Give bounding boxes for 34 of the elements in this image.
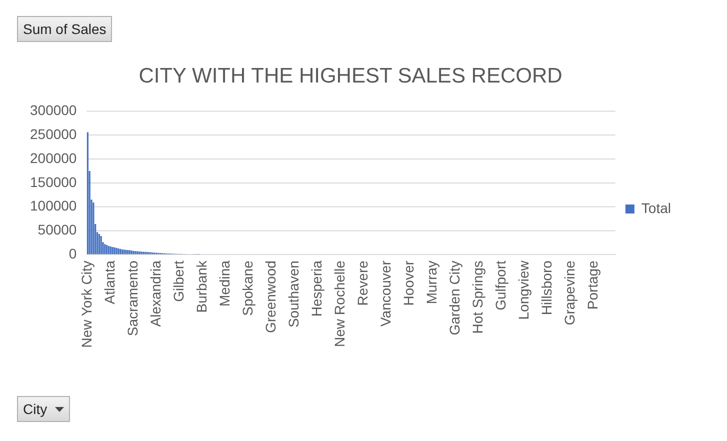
x-tick-label: Garden City <box>446 260 462 336</box>
x-tick-label: Hesperia <box>308 260 324 317</box>
text: Sum of Sales <box>17 16 112 42</box>
x-tick-label: Hot Springs <box>469 260 486 334</box>
y-tick-label: 200000 <box>30 150 77 166</box>
x-tick-label: Greenwood <box>262 260 278 333</box>
y-tick-label: 250000 <box>30 126 77 142</box>
x-tick-label: Southaven <box>285 260 302 328</box>
x-tick-label: Longview <box>515 260 532 320</box>
y-tick-label: 50000 <box>38 222 77 238</box>
x-tick-label: Gulfport <box>492 260 508 310</box>
legend-label: Total <box>641 200 672 216</box>
x-tick-label: Grapevine <box>561 260 578 326</box>
x-tick-label: New York City <box>78 260 95 348</box>
x-tick-label: Sacramento <box>124 260 141 336</box>
x-tick-label: Portage <box>584 260 600 310</box>
x-tick-label: New Rochelle <box>331 260 348 347</box>
x-tick-label: Alexandria <box>147 260 164 327</box>
x-tick-label: Gilbert <box>170 260 186 302</box>
y-tick-label: 100000 <box>30 198 77 214</box>
chart-title: CITY WITH THE HIGHEST SALES RECORD <box>138 64 562 88</box>
x-tick-label: Revere <box>354 260 370 306</box>
x-tick-label: Murray <box>423 260 440 304</box>
y-tick-label: 150000 <box>30 174 77 190</box>
x-tick-label: Hillsboro <box>538 260 554 316</box>
y-tick-label: 300000 <box>30 102 77 118</box>
x-tick-label: Hoover <box>400 260 416 306</box>
x-tick-label: Burbank <box>193 260 210 313</box>
x-axis-title: City <box>23 400 48 418</box>
x-tick-label: Spokane <box>239 260 256 316</box>
y-tick-label: 0 <box>68 245 77 262</box>
x-tick-label: Vancouver <box>377 260 394 327</box>
x-tick-label: Medina <box>216 260 232 307</box>
x-tick-label: Atlanta <box>102 260 118 304</box>
